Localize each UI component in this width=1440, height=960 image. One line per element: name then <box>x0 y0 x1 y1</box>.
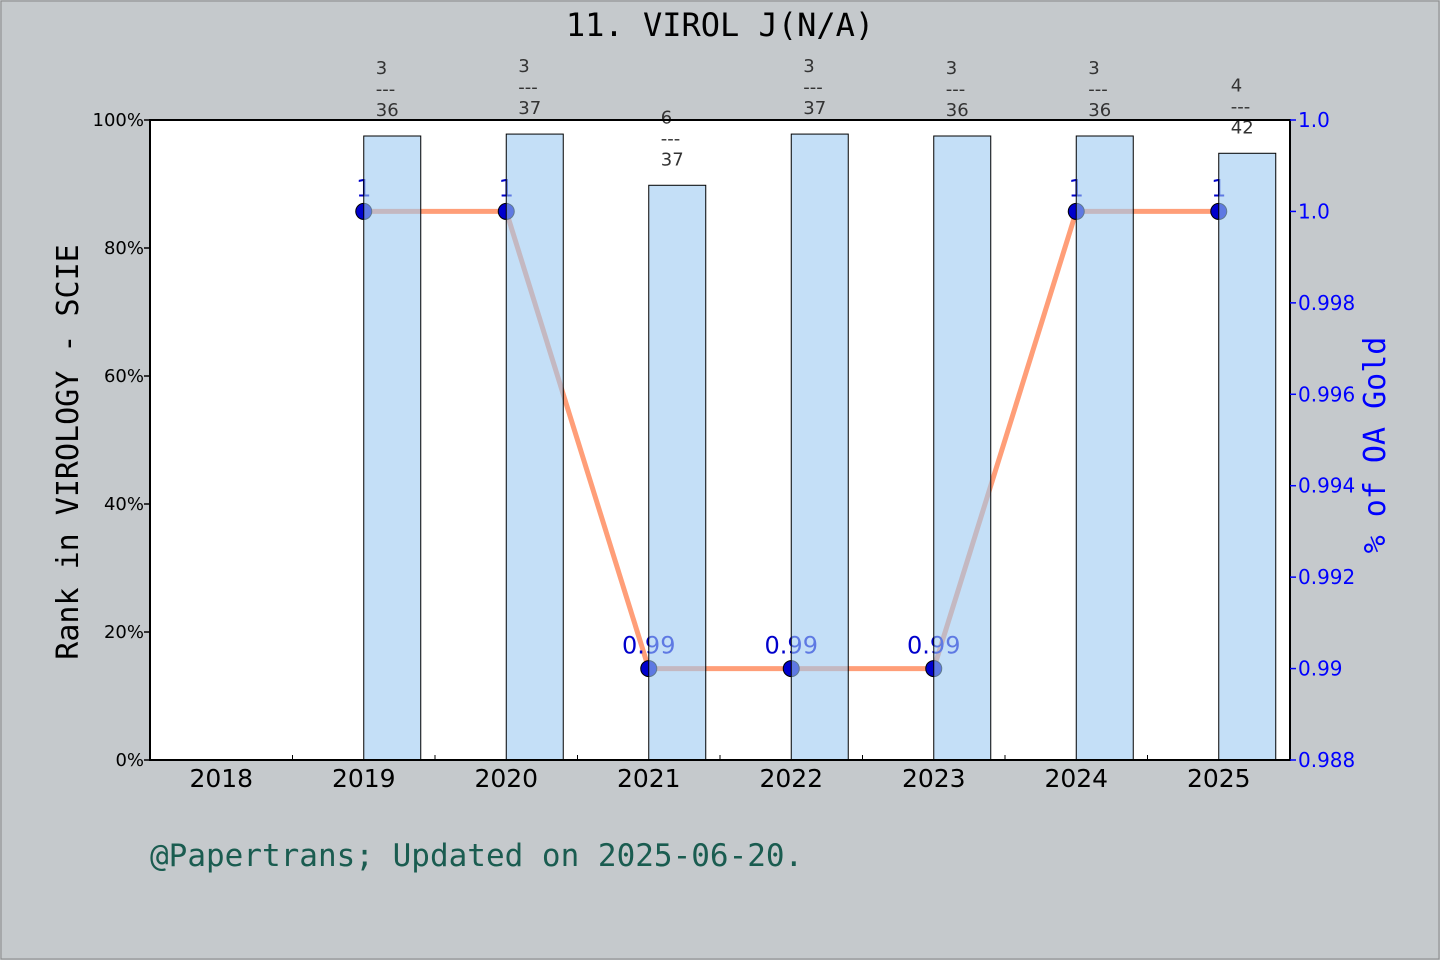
bar-annotation-numerator: 4 <box>1231 75 1242 96</box>
y2-axis-label: % of OA Gold <box>1358 337 1393 554</box>
x-tick-label: 2020 <box>474 764 538 793</box>
y2-tick-label: 0.988 <box>1298 748 1355 772</box>
y2-tick-label: 1.0 <box>1298 108 1330 132</box>
y-axis-label: Rank in VIROLOGY - SCIE <box>51 244 86 659</box>
chart-title: 11. VIROL J <box>566 6 778 44</box>
bar <box>933 135 992 761</box>
y2-tick-label: 0.996 <box>1298 382 1355 406</box>
chart-title-line: 11. VIROL J(N/A) <box>566 6 874 44</box>
y-tick-label: 0% <box>115 750 144 771</box>
bar-annotation-denominator: 37 <box>803 98 826 119</box>
bar-annotation-divider: --- <box>946 79 966 100</box>
y2-tick-label: 0.998 <box>1298 291 1355 315</box>
bar <box>363 135 422 761</box>
bar-annotation-numerator: 6 <box>661 107 672 128</box>
bar-annotation-divider: --- <box>518 77 538 98</box>
y2-tick-label: 0.99 <box>1298 657 1343 681</box>
y2-tick-label: 0.992 <box>1298 565 1355 589</box>
x-tick-label: 2024 <box>1044 764 1108 793</box>
bar-annotation-denominator: 42 <box>1231 117 1254 138</box>
bar-annotation-numerator: 3 <box>1088 58 1099 79</box>
bar-annotation-numerator: 3 <box>518 56 529 77</box>
bar-annotation-divider: --- <box>1231 96 1251 117</box>
x-tick-label: 2022 <box>759 764 823 793</box>
bar <box>1218 152 1277 761</box>
y2-tick-label: 0.994 <box>1298 474 1355 498</box>
footer-text: @Papertrans; Updated on 2025-06-20. <box>150 838 803 874</box>
chart-title-suffix: (N/A) <box>778 6 874 44</box>
bar-annotation-numerator: 3 <box>946 58 957 79</box>
x-tick-label: 2023 <box>902 764 966 793</box>
x-tick-label: 2021 <box>617 764 681 793</box>
bar <box>505 133 564 761</box>
bar-annotation-denominator: 37 <box>661 149 684 170</box>
bar <box>648 184 707 761</box>
bar <box>790 133 849 761</box>
bar-annotation-denominator: 36 <box>946 100 969 121</box>
bar-annotation-denominator: 36 <box>376 100 399 121</box>
y-tick-label: 60% <box>104 366 144 387</box>
y-tick-label: 40% <box>104 494 144 515</box>
y-tick-label: 100% <box>93 110 144 131</box>
bar-annotation-numerator: 3 <box>376 58 387 79</box>
x-tick-label: 2018 <box>189 764 253 793</box>
y-tick-label: 20% <box>104 622 144 643</box>
bar-annotation-divider: --- <box>803 77 823 98</box>
y-tick-label: 80% <box>104 238 144 259</box>
y2-tick-label: 1.0 <box>1298 199 1330 223</box>
x-tick-label: 2025 <box>1187 764 1251 793</box>
bar-annotation-divider: --- <box>1088 79 1108 100</box>
bar-annotation-divider: --- <box>376 79 396 100</box>
bar-annotation-numerator: 3 <box>803 56 814 77</box>
bar-annotation-divider: --- <box>661 128 681 149</box>
bar-annotation-denominator: 36 <box>1088 100 1111 121</box>
x-tick-label: 2019 <box>332 764 396 793</box>
bar-annotation-denominator: 37 <box>518 98 541 119</box>
bar <box>1075 135 1134 761</box>
